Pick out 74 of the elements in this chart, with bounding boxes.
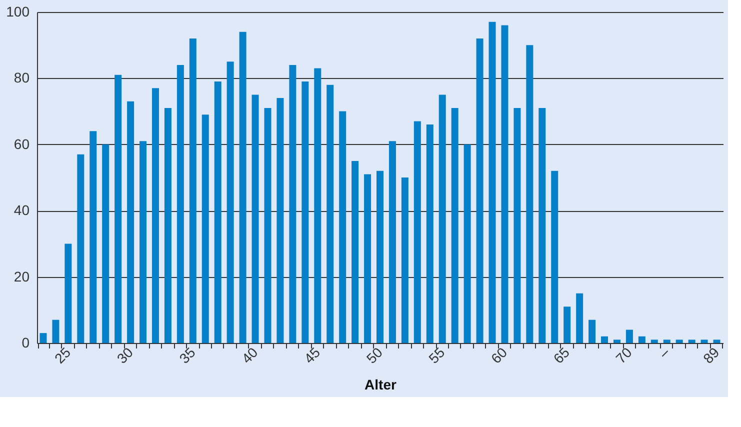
y-tick-label: 0 — [22, 334, 30, 350]
bar — [352, 160, 359, 343]
bar — [426, 124, 434, 343]
x-tick-label: 35 — [176, 344, 199, 366]
bar — [476, 38, 484, 343]
bar — [276, 98, 284, 343]
bar — [564, 306, 571, 343]
bar — [588, 320, 596, 343]
bar — [576, 293, 584, 343]
bar — [40, 333, 47, 343]
bar — [64, 244, 72, 343]
bar — [364, 174, 372, 343]
y-tick-label: 80 — [14, 70, 30, 86]
x-tick-label: 40 — [238, 344, 261, 366]
bar — [688, 340, 696, 343]
x-tick-label: 55 — [425, 344, 448, 366]
x-tick-label: – — [655, 344, 672, 361]
bar — [176, 64, 184, 343]
bar — [713, 340, 720, 343]
bar — [314, 68, 322, 343]
bar — [638, 336, 646, 343]
bar — [302, 82, 309, 343]
bar — [102, 144, 110, 343]
bar — [189, 38, 196, 343]
bar — [414, 121, 421, 343]
bar — [676, 340, 683, 343]
x-tick-label: 25 — [51, 344, 74, 366]
bar — [401, 178, 408, 343]
bar — [650, 340, 658, 343]
bar — [700, 340, 708, 343]
y-tick-label: 100 — [6, 4, 30, 20]
x-tick-label: 60 — [488, 344, 510, 366]
x-tick-label: 45 — [300, 344, 324, 366]
bar — [613, 340, 620, 343]
x-tick-label: 89 — [700, 344, 722, 366]
bar — [289, 64, 296, 343]
bar — [226, 62, 234, 343]
x-tick-label: 50 — [363, 344, 386, 366]
x-tick-label: 65 — [550, 344, 573, 366]
bar — [551, 170, 558, 343]
x-tick-label: 70 — [612, 344, 636, 366]
bar — [376, 170, 384, 343]
bar — [514, 108, 521, 343]
x-tick-label: 30 — [114, 344, 136, 366]
bar — [264, 108, 272, 343]
bar — [140, 141, 147, 343]
bar — [239, 32, 246, 343]
bar — [214, 82, 222, 343]
bar — [538, 108, 546, 343]
bar — [451, 108, 458, 343]
x-axis-title: Alter — [364, 376, 397, 392]
bar — [388, 141, 396, 343]
bar — [152, 88, 159, 343]
bar — [164, 108, 172, 343]
bar — [663, 340, 670, 343]
bar — [339, 111, 346, 343]
bar — [252, 94, 259, 343]
bar — [464, 144, 471, 343]
bar — [626, 330, 633, 343]
bar — [77, 154, 84, 343]
bar — [114, 74, 122, 343]
bar — [52, 320, 60, 343]
y-tick-label: 20 — [14, 268, 30, 284]
bar — [526, 45, 534, 343]
bar — [326, 84, 334, 343]
y-tick-label: 40 — [14, 202, 30, 218]
y-tick-label: 60 — [14, 136, 30, 152]
bar — [438, 94, 446, 343]
bar — [488, 22, 496, 343]
bar — [90, 131, 97, 343]
bar — [501, 25, 508, 343]
bar — [601, 336, 608, 343]
bar — [127, 101, 134, 343]
bar — [202, 114, 209, 343]
